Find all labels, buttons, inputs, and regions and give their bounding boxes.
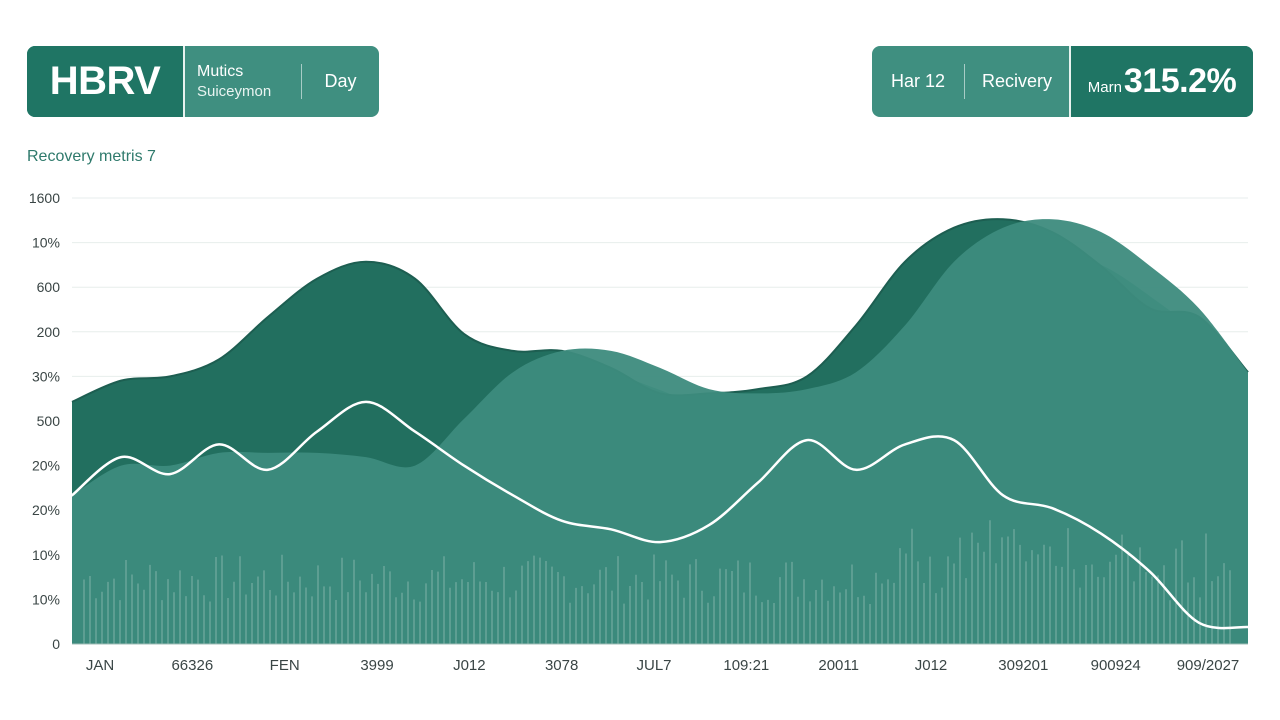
x-tick-label: 109:21: [723, 657, 769, 674]
recovery-item[interactable]: Recivery: [965, 46, 1069, 117]
y-tick-label: 1600: [29, 190, 60, 206]
value-prefix: Marn: [1087, 79, 1122, 96]
x-tick-label: FEN: [270, 657, 300, 674]
header-right-panel: Har 12 Recivery Marn 315.2%: [872, 46, 1253, 117]
har-item[interactable]: Har 12: [872, 46, 964, 117]
x-tick-label: 3078: [545, 657, 578, 674]
y-tick-label: 0: [52, 636, 60, 652]
x-tick-label: JUL7: [636, 657, 671, 674]
series-line: [70, 400, 1250, 630]
y-tick-label: 20%: [32, 458, 60, 474]
x-tick-label: J012: [453, 657, 486, 674]
brand-block: HBRV: [27, 46, 185, 117]
x-tick-label: 900924: [1091, 657, 1141, 674]
x-tick-label: 3999: [360, 657, 393, 674]
y-tick-label: 10%: [32, 547, 60, 563]
header-left-panel: HBRV Mutics Suiceymon Day: [27, 46, 379, 117]
divider: [964, 64, 965, 99]
y-tick-label: 500: [37, 413, 61, 429]
subtitle-bottom: Suiceymon: [197, 83, 272, 100]
y-tick-label: 30%: [32, 368, 60, 384]
y-tick-label: 200: [37, 324, 61, 340]
divider: [301, 64, 302, 99]
subtitle-block: Mutics Suiceymon: [185, 46, 301, 117]
y-tick-label: 10%: [32, 591, 60, 607]
value-main: 315.2%: [1123, 62, 1237, 100]
recovery-label: Recivery: [981, 71, 1052, 91]
y-tick-label: 600: [37, 279, 61, 295]
period-selector[interactable]: Day: [302, 46, 379, 117]
y-tick-label: 20%: [32, 502, 60, 518]
x-tick-label: 20011: [818, 657, 859, 674]
brand-title: HBRV: [49, 59, 161, 103]
series-area-light: [72, 219, 1248, 645]
chart-subtitle: Recovery metris 7: [27, 148, 156, 165]
x-tick-label: J012: [915, 657, 948, 674]
x-tick-label: 309201: [998, 657, 1048, 674]
har-label: Har 12: [890, 71, 946, 91]
value-block: Marn 315.2%: [1069, 46, 1253, 117]
x-tick-label: 909/2027: [1177, 657, 1240, 674]
x-tick-label: JAN: [86, 657, 114, 674]
period-label: Day: [324, 71, 357, 91]
y-tick-label: 10%: [32, 235, 60, 251]
subtitle-top: Mutics: [197, 63, 244, 80]
x-tick-label: 66326: [171, 657, 213, 674]
